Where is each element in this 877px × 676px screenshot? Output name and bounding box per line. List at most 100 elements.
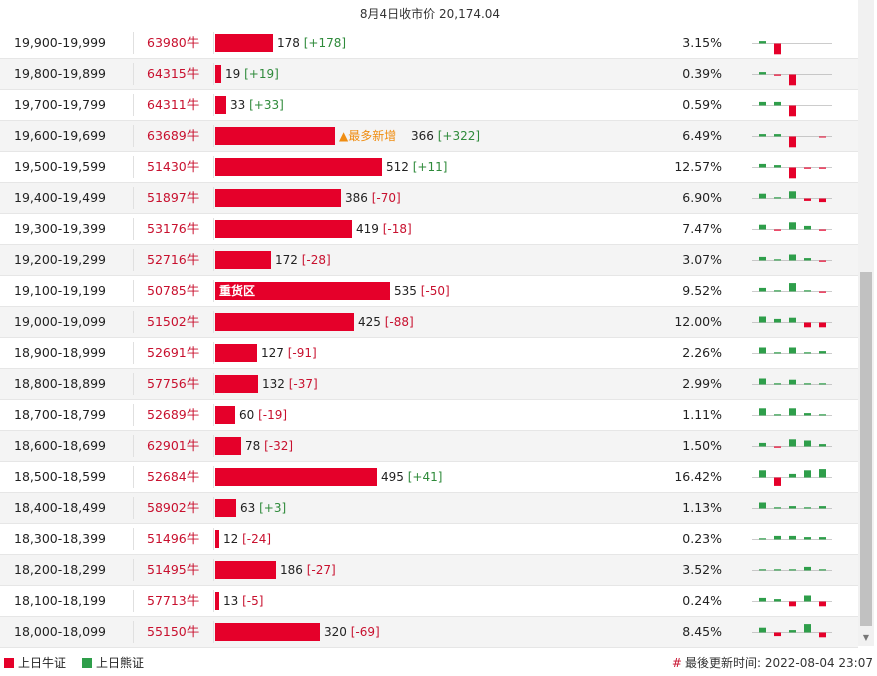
bull-swatch-icon bbox=[4, 658, 14, 668]
sparkline-bar bbox=[774, 229, 781, 231]
volume-bar bbox=[215, 530, 219, 548]
sparkline-bar bbox=[774, 352, 781, 354]
cbbc-code-link[interactable]: 50785牛 bbox=[147, 283, 200, 298]
sparkline-bar bbox=[804, 595, 811, 602]
cbbc-code-link[interactable]: 64311牛 bbox=[147, 97, 200, 112]
sparkline-bar bbox=[759, 287, 766, 292]
updated-label: 最後更新时间: bbox=[684, 656, 762, 670]
sparkline-bar bbox=[774, 259, 781, 261]
cbbc-code-link[interactable]: 64315牛 bbox=[147, 66, 200, 81]
cbbc-code-link[interactable]: 62901牛 bbox=[147, 438, 200, 453]
sparkline-bar bbox=[759, 538, 766, 540]
column-divider bbox=[213, 249, 214, 271]
cbbc-code-link[interactable]: 51502牛 bbox=[147, 314, 200, 329]
volume-change: [-27] bbox=[306, 563, 336, 577]
volume-value: 63 [+3] bbox=[240, 493, 286, 523]
column-divider bbox=[213, 559, 214, 581]
volume-value: 60 [-19] bbox=[239, 400, 287, 430]
sparkline-bar bbox=[789, 439, 796, 447]
volume-bar bbox=[215, 344, 257, 362]
cbbc-code-link[interactable]: 57713牛 bbox=[147, 593, 200, 608]
price-range: 18,100-18,199 bbox=[14, 593, 106, 608]
sparkline-bar bbox=[774, 101, 781, 106]
sparkline-bar bbox=[819, 291, 826, 293]
sparkline-bar bbox=[774, 414, 781, 416]
footer: 上日牛证 上日熊证 # 最後更新时间: 2022-08-04 23:07 bbox=[0, 652, 877, 676]
percentage-value: 2.26% bbox=[682, 345, 722, 360]
cbbc-code-link[interactable]: 51897牛 bbox=[147, 190, 200, 205]
sparkline-bar bbox=[759, 316, 766, 323]
percentage-value: 2.99% bbox=[682, 376, 722, 391]
cbbc-code-link[interactable]: 52689牛 bbox=[147, 407, 200, 422]
sparkline-bar bbox=[759, 470, 766, 478]
cbbc-code-link[interactable]: 52684牛 bbox=[147, 469, 200, 484]
table-row: 18,600-18,699 62901牛 78 [-32] 1.50% bbox=[0, 431, 858, 462]
price-range: 19,500-19,599 bbox=[14, 159, 106, 174]
sparkline-bar bbox=[789, 535, 796, 540]
sparkline-bar bbox=[819, 469, 826, 478]
volume-change: [+41] bbox=[407, 470, 443, 484]
column-divider bbox=[213, 373, 214, 395]
sparkline-bar bbox=[819, 198, 826, 203]
table-row: 18,200-18,299 51495牛 186 [-27] 3.52% bbox=[0, 555, 858, 586]
cbbc-code-link[interactable]: 58902牛 bbox=[147, 500, 200, 515]
sparkline-bar bbox=[774, 165, 781, 168]
table-row: 19,100-19,199 50785牛 重货区 535 [-50] 9.52% bbox=[0, 276, 858, 307]
sparkline-bar bbox=[819, 444, 826, 447]
volume-number: 186 bbox=[280, 563, 303, 577]
column-divider bbox=[133, 280, 134, 302]
change-sparkline bbox=[752, 566, 832, 571]
legend-bear: 上日熊证 bbox=[82, 655, 144, 671]
hash-icon: # bbox=[671, 656, 682, 670]
cbbc-code-link[interactable]: 52691牛 bbox=[147, 345, 200, 360]
volume-bar bbox=[215, 468, 377, 486]
change-sparkline bbox=[752, 378, 832, 385]
column-divider bbox=[213, 435, 214, 457]
change-sparkline bbox=[752, 254, 832, 262]
volume-value: 127 [-91] bbox=[261, 338, 317, 368]
volume-bar bbox=[215, 406, 235, 424]
column-divider bbox=[213, 311, 214, 333]
volume-change: [+178] bbox=[303, 36, 347, 50]
sparkline-bar bbox=[759, 569, 766, 571]
sparkline-bar bbox=[774, 318, 781, 323]
cbbc-code-link[interactable]: 63689牛 bbox=[147, 128, 200, 143]
percentage-value: 7.47% bbox=[682, 221, 722, 236]
change-sparkline bbox=[752, 72, 832, 86]
cbbc-code-link[interactable]: 51496牛 bbox=[147, 531, 200, 546]
cbbc-code-link[interactable]: 63980牛 bbox=[147, 35, 200, 50]
table-row: 19,900-19,999 63980牛 178 [+178] 3.15% bbox=[0, 28, 858, 59]
volume-bar bbox=[215, 561, 276, 579]
change-sparkline bbox=[752, 408, 832, 416]
change-sparkline bbox=[752, 222, 832, 231]
sparkline-bar bbox=[759, 72, 766, 75]
volume-bar bbox=[215, 251, 271, 269]
cbbc-code-link[interactable]: 51495牛 bbox=[147, 562, 200, 577]
scrollbar-thumb[interactable] bbox=[860, 272, 872, 626]
sparkline-bar bbox=[789, 191, 796, 199]
cbbc-code-link[interactable]: 52716牛 bbox=[147, 252, 200, 267]
last-updated: # 最後更新时间: 2022-08-04 23:07 bbox=[672, 655, 873, 671]
sparkline-bar bbox=[804, 566, 811, 571]
volume-change: [-32] bbox=[264, 439, 294, 453]
sparkline-bar bbox=[759, 502, 766, 509]
cbbc-code-link[interactable]: 53176牛 bbox=[147, 221, 200, 236]
change-sparkline bbox=[752, 134, 832, 148]
cbbc-code-link[interactable]: 51430牛 bbox=[147, 159, 200, 174]
volume-bar bbox=[215, 623, 320, 641]
table-row: 18,800-18,899 57756牛 132 [-37] 2.99% bbox=[0, 369, 858, 400]
sparkline-bar bbox=[789, 136, 796, 148]
sparkline-bar bbox=[789, 601, 796, 607]
volume-bar bbox=[215, 220, 352, 238]
table-row: 18,900-18,999 52691牛 127 [-91] 2.26% bbox=[0, 338, 858, 369]
volume-number: 178 bbox=[277, 36, 300, 50]
percentage-value: 12.00% bbox=[674, 314, 722, 329]
volume-number: 63 bbox=[240, 501, 256, 515]
sparkline-bar bbox=[774, 197, 781, 199]
price-range: 19,300-19,399 bbox=[14, 221, 106, 236]
sparkline-bar bbox=[819, 601, 826, 607]
change-sparkline bbox=[752, 41, 832, 55]
cbbc-code-link[interactable]: 57756牛 bbox=[147, 376, 200, 391]
cbbc-code-link[interactable]: 55150牛 bbox=[147, 624, 200, 639]
scroll-down-icon[interactable]: ▼ bbox=[862, 633, 870, 642]
